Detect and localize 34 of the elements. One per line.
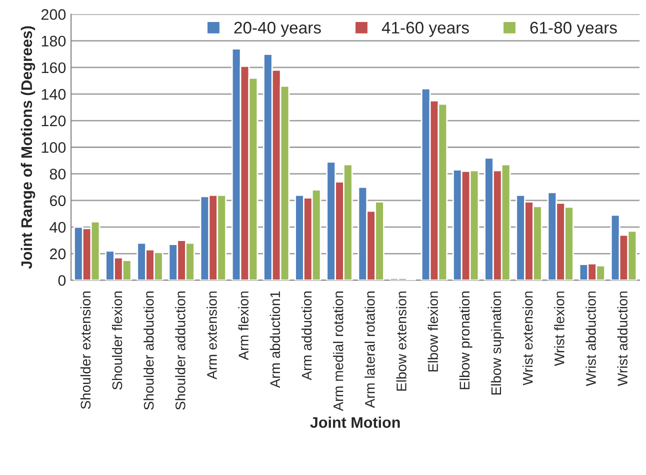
x-tick-label: Arm abduction1	[270, 291, 280, 388]
y-tick-label: 20	[50, 248, 66, 260]
legend-label: 61-80 years	[530, 22, 617, 37]
y-tick-label: 0	[58, 275, 66, 286]
x-tick-label: Wrist abduction	[586, 292, 596, 386]
x-tick-label: Wrist flexion	[554, 292, 564, 366]
y-tick-label: 140	[42, 88, 66, 100]
legend-label: 20-40 years	[234, 22, 321, 37]
x-tick-label: Wrist adduction	[617, 292, 628, 386]
x-tick-label: Elbow supination	[490, 292, 504, 395]
x-tick-label: Arm lateral rotation	[364, 292, 375, 408]
y-axis-title: Joint Range of Motions (Degrees)	[20, 26, 36, 269]
y-tick-label: 160	[42, 62, 66, 74]
y-tick-label: 120	[42, 116, 66, 126]
x-tick-label: Elbow flexion	[428, 292, 438, 372]
x-tick-label: Shoulder extension	[80, 292, 91, 409]
x-tick-label: Shoulder flexion	[112, 292, 122, 390]
x-tick-label: Arm flexion	[238, 292, 248, 360]
x-tick-label: Elbow pronation	[459, 292, 472, 390]
x-tick-label: Wrist extension	[522, 292, 533, 386]
y-tick-label: 180	[42, 36, 66, 47]
x-tick-label: Elbow extension	[396, 292, 406, 391]
y-tick-label: 40	[50, 222, 66, 233]
x-tick-label: Shoulder adduction	[175, 292, 186, 410]
x-tick-label: Shoulder abduction	[144, 292, 154, 410]
y-tick-label: 200	[41, 9, 66, 20]
x-tick-label: Arm extension	[206, 292, 217, 380]
y-tick-label: 100	[42, 142, 66, 153]
y-tick-label: 60	[50, 195, 66, 206]
x-axis-title: Joint Motion	[310, 416, 400, 428]
x-tick-label: Arm adduction	[301, 292, 312, 380]
x-tick-label: Arm medial rotation	[333, 292, 344, 412]
y-tick-label: 80	[50, 168, 66, 180]
legend-label: 41-60 years	[382, 22, 469, 37]
